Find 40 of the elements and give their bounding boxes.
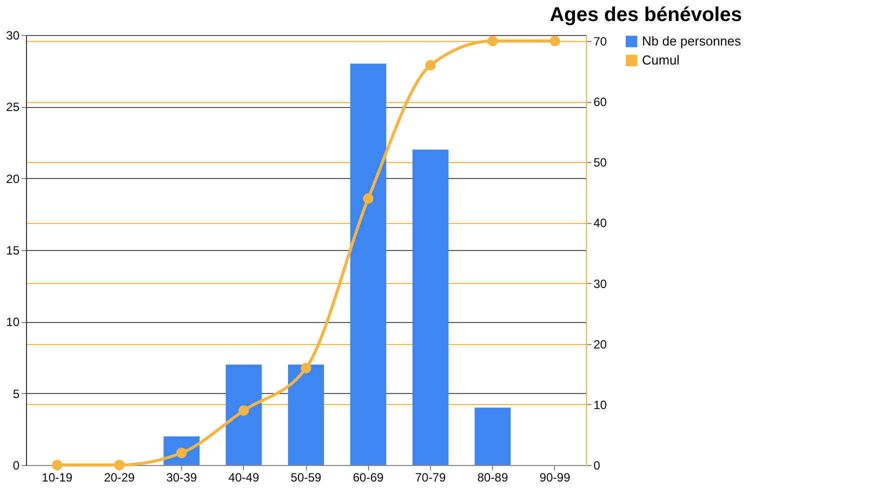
bar bbox=[412, 150, 448, 465]
x-tick-label: 50-59 bbox=[290, 470, 322, 484]
legend-label: Nb de personnes bbox=[642, 34, 742, 48]
bar bbox=[350, 64, 386, 465]
point bbox=[550, 36, 560, 46]
x-tick-label: 70-79 bbox=[415, 470, 446, 484]
bar bbox=[288, 364, 324, 465]
bar bbox=[474, 408, 511, 465]
y-tick-label: 25 bbox=[6, 100, 20, 114]
point bbox=[114, 460, 125, 470]
point bbox=[52, 460, 62, 470]
y-tick-label: 5 bbox=[12, 386, 20, 401]
y-tick-label: 20 bbox=[6, 172, 20, 186]
legend-label: Cumul bbox=[642, 52, 680, 68]
y2-tick-label: 40 bbox=[594, 216, 608, 230]
x-tick-label: 40-49 bbox=[228, 470, 260, 484]
y2-tick-label: 30 bbox=[594, 276, 608, 291]
x-tick-label: 10-19 bbox=[42, 470, 73, 484]
x-tick-label: 80-89 bbox=[477, 470, 508, 484]
y2-tick-label: 0 bbox=[594, 458, 600, 472]
y2-tick-label: 60 bbox=[594, 95, 608, 110]
point bbox=[487, 36, 498, 46]
x-tick-label: 60-69 bbox=[352, 470, 384, 484]
x-tick-label: 20-29 bbox=[104, 470, 135, 484]
text: Ages des bénévoles bbox=[550, 4, 742, 26]
y2-tick-label: 10 bbox=[594, 398, 608, 412]
x-tick-label: 30-39 bbox=[166, 470, 198, 484]
y2-tick-label: 20 bbox=[594, 337, 608, 352]
point bbox=[425, 60, 436, 71]
y-tick-label: 30 bbox=[6, 28, 20, 42]
point bbox=[300, 362, 312, 374]
y2-tick-label: 70 bbox=[594, 34, 608, 49]
y-tick-label: 10 bbox=[6, 315, 20, 330]
point bbox=[238, 405, 250, 416]
y-tick-label: 15 bbox=[6, 244, 20, 258]
point bbox=[362, 193, 374, 204]
x-tick-label: 90-99 bbox=[540, 470, 571, 484]
bar bbox=[226, 364, 262, 465]
y-tick-label: 0 bbox=[12, 458, 20, 472]
y2-tick-label: 50 bbox=[594, 156, 608, 170]
